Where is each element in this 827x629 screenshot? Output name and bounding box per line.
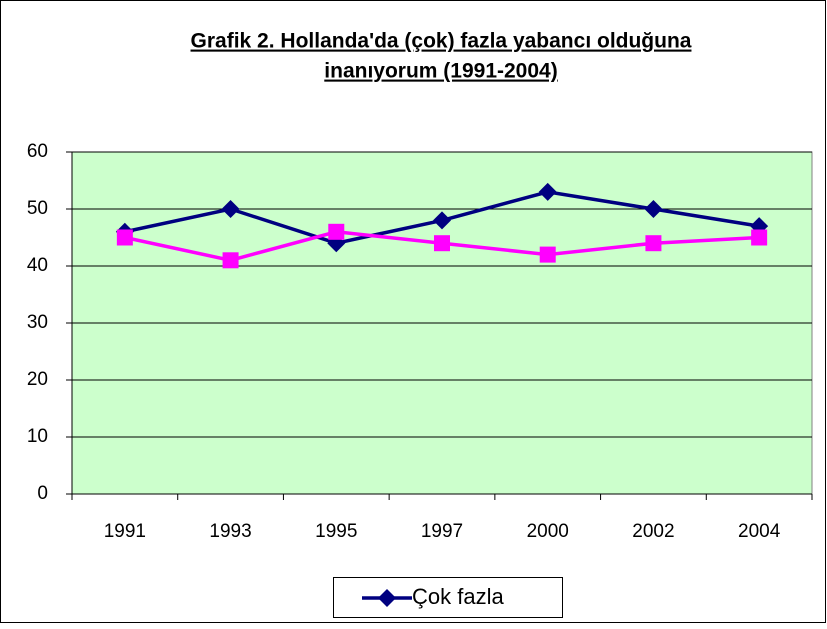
legend-label: Çok fazla [412, 584, 504, 609]
marker [116, 229, 133, 246]
marker [538, 182, 557, 201]
y-tick-label: 20 [27, 369, 48, 390]
y-tick-label: 50 [27, 198, 48, 219]
marker [433, 211, 451, 230]
chart-title: inanıyorum (1991-2004) [324, 60, 557, 83]
marker [644, 200, 663, 218]
x-tick-label: 1995 [315, 521, 357, 542]
marker [378, 589, 396, 607]
marker [434, 235, 450, 252]
y-tick-label: 10 [27, 426, 48, 447]
x-tick-label: 2004 [738, 521, 781, 542]
y-tick-label: 0 [37, 483, 48, 504]
chart-title: Grafik 2. Hollanda'da (çok) fazla yabanc… [191, 30, 692, 53]
y-tick-label: 60 [27, 141, 48, 162]
marker [645, 235, 662, 252]
y-tick-label: 30 [27, 312, 48, 333]
x-tick-label: 1997 [421, 521, 463, 542]
x-tick-label: 2000 [527, 521, 569, 542]
marker [221, 200, 240, 218]
marker [222, 252, 239, 269]
marker [328, 223, 345, 240]
x-tick-label: 1993 [209, 521, 251, 542]
y-tick-label: 40 [27, 255, 48, 276]
marker [539, 246, 556, 263]
x-tick-label: 2002 [632, 521, 674, 542]
marker [751, 229, 768, 246]
x-tick-label: 1991 [104, 521, 146, 542]
